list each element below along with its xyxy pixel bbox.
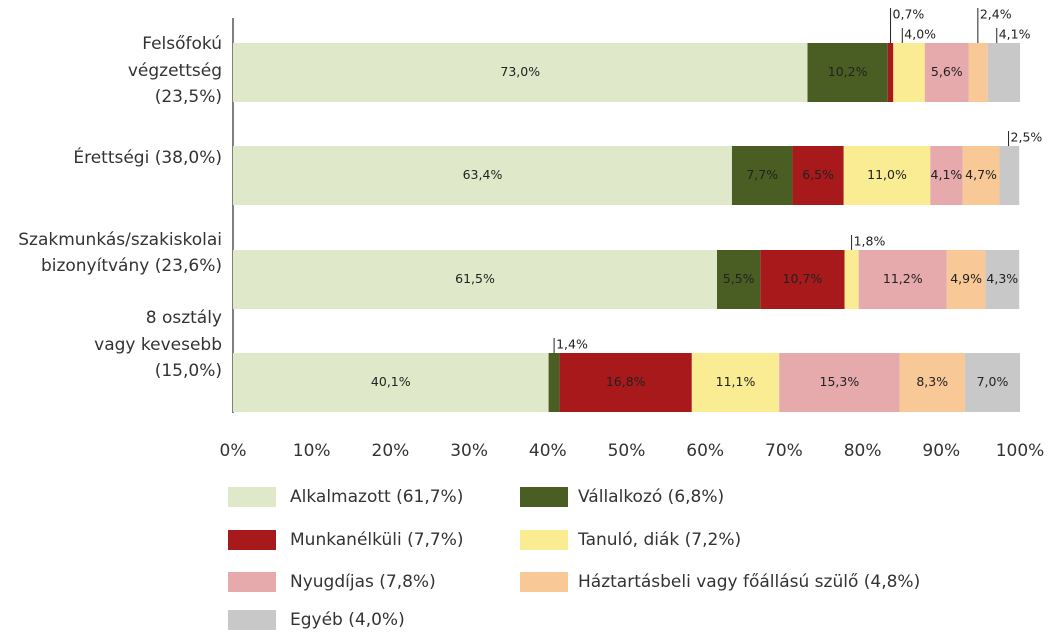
- bar-segment: [968, 43, 988, 102]
- bar-segment: [807, 43, 888, 102]
- legend-label: Vállalkozó (6,8%): [578, 487, 724, 507]
- bar-segment: [964, 353, 1020, 412]
- value-label: 0,7%: [893, 7, 925, 22]
- bar-segment: [548, 353, 560, 412]
- bar-segment: [691, 353, 780, 412]
- category-label: bizonyítvány (23,6%): [41, 256, 222, 276]
- legend-label: Munkanélküli (7,7%): [290, 530, 464, 550]
- category-label: végzettség: [128, 61, 222, 81]
- category-label: vagy kevesebb: [94, 335, 222, 355]
- bar-segment: [930, 146, 963, 205]
- value-label: 4,1%: [931, 167, 963, 182]
- bar-segment: [233, 43, 808, 102]
- bar-segment: [946, 250, 986, 309]
- legend-swatch: [228, 487, 276, 507]
- x-tick-label: 40%: [529, 441, 567, 461]
- value-label: 11,2%: [883, 271, 923, 286]
- x-tick-label: 70%: [765, 441, 803, 461]
- bar-segment: [858, 250, 947, 309]
- bar-segment: [792, 146, 844, 205]
- legend-label: Alkalmazott (61,7%): [290, 487, 463, 507]
- bar-segment: [924, 43, 969, 102]
- value-label: 4,9%: [950, 271, 982, 286]
- value-label: 11,0%: [867, 167, 907, 182]
- bar-segment: [233, 353, 549, 412]
- legend-swatch: [520, 572, 568, 592]
- category-label: Érettségi (38,0%): [73, 146, 222, 168]
- bar-segment: [962, 146, 1000, 205]
- legend-label: Háztartásbeli vagy főállású szülő (4,8%): [578, 572, 920, 592]
- bar-segment: [893, 43, 925, 102]
- value-label: 40,1%: [371, 374, 411, 389]
- value-label: 6,5%: [802, 167, 834, 182]
- value-label: 2,4%: [980, 7, 1012, 22]
- bar-segment: [844, 250, 859, 309]
- value-label: 1,8%: [854, 234, 886, 249]
- bar-segment: [731, 146, 793, 205]
- bar-segment: [779, 353, 900, 412]
- value-label: 1,4%: [556, 337, 588, 352]
- bar-segment: [233, 250, 718, 309]
- value-label: 73,0%: [500, 64, 540, 79]
- value-label: 16,8%: [606, 374, 646, 389]
- value-label: 4,7%: [965, 167, 997, 182]
- category-label: (23,5%): [155, 87, 222, 107]
- value-label: 63,4%: [463, 167, 503, 182]
- legend-label: Nyugdíjas (7,8%): [290, 572, 436, 592]
- value-label: 11,1%: [716, 374, 756, 389]
- category-label: (15,0%): [155, 361, 222, 381]
- value-label: 4,0%: [904, 27, 936, 42]
- bar-segment: [233, 146, 732, 205]
- category-label: Felsőfokú: [142, 34, 222, 54]
- value-label: 15,3%: [820, 374, 860, 389]
- x-tick-label: 100%: [996, 441, 1045, 461]
- legend-swatch: [228, 572, 276, 592]
- value-label: 2,5%: [1011, 130, 1043, 145]
- value-label: 10,7%: [783, 271, 823, 286]
- value-label: 8,3%: [916, 374, 948, 389]
- bar-segment: [887, 43, 894, 102]
- x-tick-label: 20%: [372, 441, 410, 461]
- x-tick-label: 30%: [450, 441, 488, 461]
- bar-segment: [760, 250, 845, 309]
- legend-swatch: [520, 530, 568, 550]
- bar-segment: [985, 250, 1020, 309]
- legend-swatch: [228, 610, 276, 630]
- legend-label: Egyéb (4,0%): [290, 610, 405, 630]
- value-label: 4,1%: [999, 27, 1031, 42]
- legend-swatch: [228, 530, 276, 550]
- x-tick-label: 90%: [922, 441, 960, 461]
- category-label: 8 osztály: [146, 308, 222, 328]
- value-label: 7,0%: [977, 374, 1009, 389]
- x-tick-label: 0%: [220, 441, 247, 461]
- value-label: 61,5%: [455, 271, 495, 286]
- value-label: 7,7%: [746, 167, 778, 182]
- value-label: 4,3%: [986, 271, 1018, 286]
- legend-swatch: [520, 487, 568, 507]
- bar-segment: [999, 146, 1020, 205]
- x-tick-label: 10%: [293, 441, 331, 461]
- bar-segment: [987, 43, 1020, 102]
- value-label: 10,2%: [828, 64, 868, 79]
- value-label: 5,5%: [723, 271, 755, 286]
- legend-label: Tanuló, diák (7,2%): [577, 530, 741, 550]
- value-label: 5,6%: [931, 64, 963, 79]
- category-label: Szakmunkás/szakiskolai: [18, 230, 222, 250]
- x-tick-label: 80%: [844, 441, 882, 461]
- x-tick-label: 60%: [686, 441, 724, 461]
- x-tick-label: 50%: [608, 441, 646, 461]
- bar-segment: [559, 353, 692, 412]
- bar-segment: [843, 146, 931, 205]
- bar-segment: [899, 353, 965, 412]
- bar-segment: [717, 250, 761, 309]
